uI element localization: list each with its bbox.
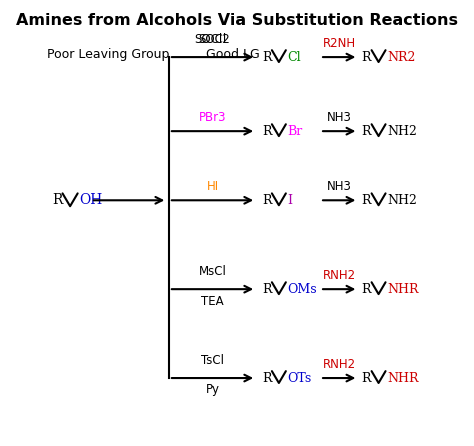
Text: SOCl: SOCl: [198, 33, 227, 46]
Text: R: R: [362, 125, 371, 138]
Text: OTs: OTs: [288, 372, 312, 384]
Text: Good LG: Good LG: [206, 48, 260, 61]
Text: R: R: [262, 50, 272, 64]
Text: Cl: Cl: [288, 50, 301, 64]
Text: NH2: NH2: [387, 194, 417, 207]
Text: PBr3: PBr3: [199, 111, 226, 124]
Text: Poor Leaving Group: Poor Leaving Group: [47, 48, 169, 61]
Text: RNH2: RNH2: [323, 358, 356, 371]
Text: HI: HI: [207, 180, 219, 193]
Text: R: R: [53, 193, 63, 207]
Text: RNH2: RNH2: [323, 269, 356, 282]
Text: SOCl2: SOCl2: [195, 33, 230, 46]
Text: NH2: NH2: [387, 125, 417, 138]
Text: NHR: NHR: [387, 283, 419, 296]
Text: OMs: OMs: [288, 283, 317, 296]
Text: R: R: [362, 50, 371, 64]
Text: R: R: [262, 283, 272, 296]
Text: Amines from Alcohols Via Substitution Reactions: Amines from Alcohols Via Substitution Re…: [16, 13, 458, 28]
Text: TsCl: TsCl: [201, 354, 224, 367]
Text: NH3: NH3: [327, 180, 352, 193]
Text: TEA: TEA: [201, 294, 224, 307]
Text: R: R: [362, 194, 371, 207]
Text: MsCl: MsCl: [199, 265, 227, 278]
Text: Br: Br: [288, 125, 303, 138]
Text: OH: OH: [79, 193, 102, 207]
Text: NR2: NR2: [387, 50, 416, 64]
Text: R2NH: R2NH: [323, 37, 356, 50]
Text: R: R: [262, 125, 272, 138]
Text: R: R: [262, 372, 272, 384]
Text: NH3: NH3: [327, 111, 352, 124]
Text: R: R: [362, 372, 371, 384]
Text: R: R: [362, 283, 371, 296]
Text: I: I: [288, 194, 292, 207]
Text: NHR: NHR: [387, 372, 419, 384]
Text: Py: Py: [206, 384, 219, 396]
Text: R: R: [262, 194, 272, 207]
